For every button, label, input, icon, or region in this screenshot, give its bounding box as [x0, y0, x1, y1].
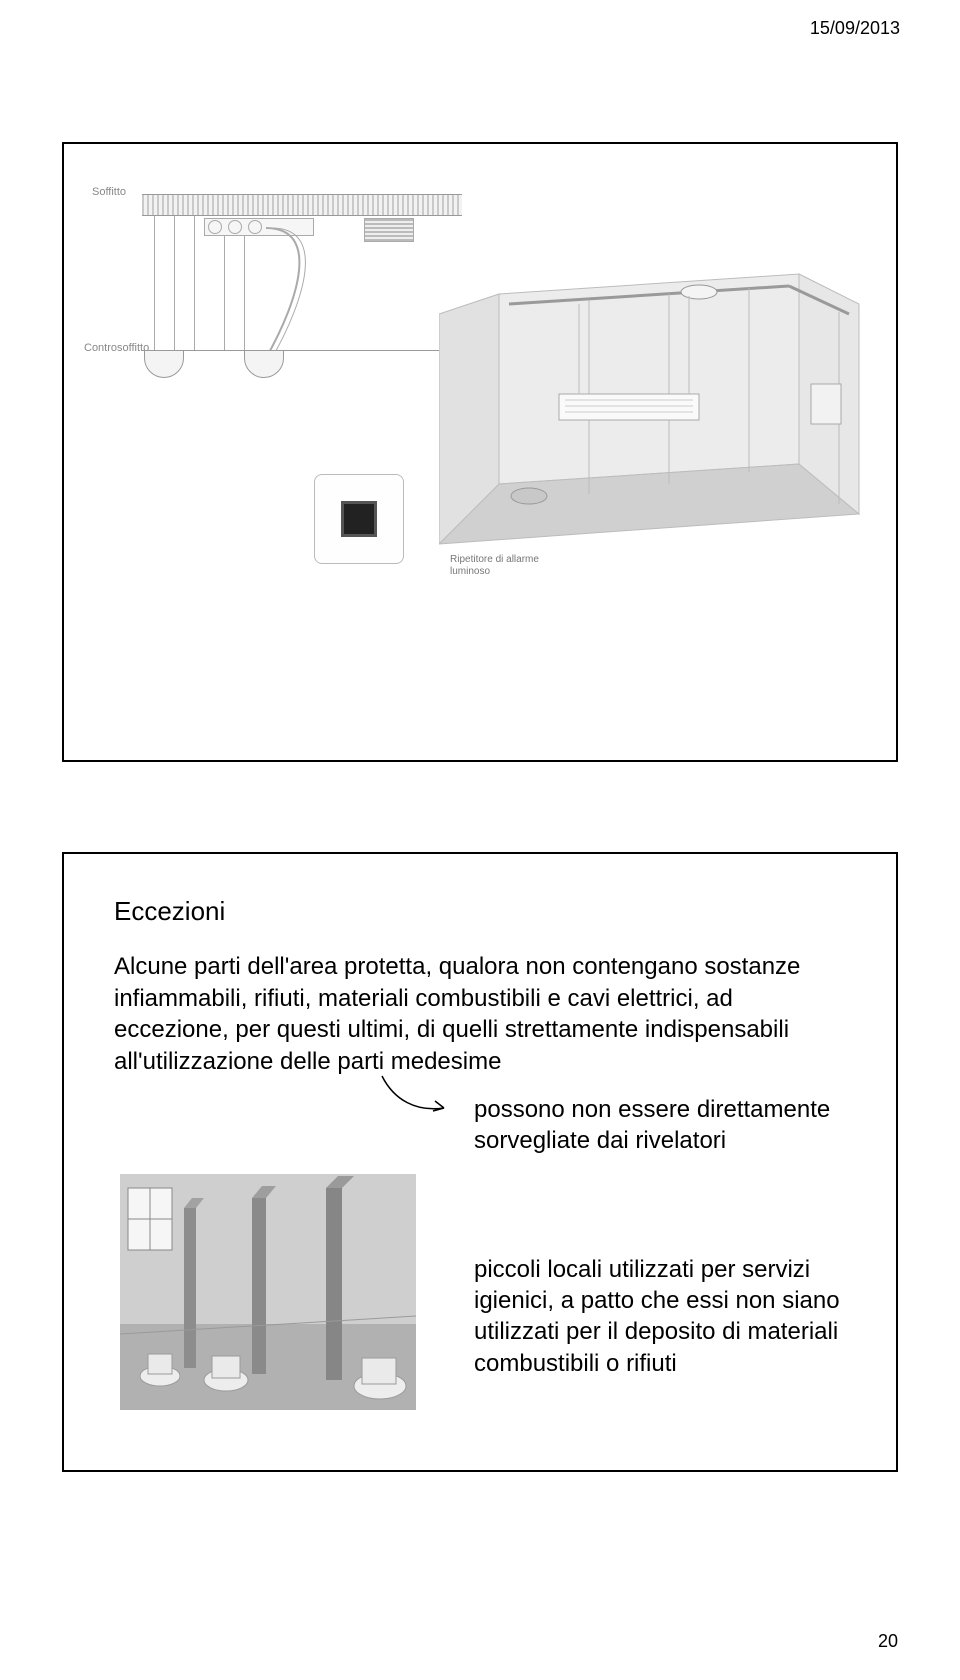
hanging-wire [244, 236, 245, 350]
slide-2-frame: Eccezioni Alcune parti dell'area protett… [62, 852, 898, 1472]
hanging-wire [154, 216, 155, 350]
alarm-repeater-panel [314, 474, 404, 564]
alarm-repeater-screen [341, 501, 377, 537]
controsoffitto-line [142, 350, 462, 351]
hanging-wire [194, 216, 195, 350]
slide-1-content: Soffitto Controsoffitto [64, 144, 896, 760]
hanging-wire [224, 236, 225, 350]
slide-2-right-text: possono non essere direttamente sorvegli… [474, 1094, 844, 1156]
cable-curve [260, 218, 400, 368]
smoke-detector-icon [244, 350, 284, 378]
conduit-box [208, 220, 222, 234]
room-3d-view [439, 254, 869, 554]
bathroom-photo [120, 1174, 416, 1410]
label-controsoffitto: Controsoffitto [84, 342, 149, 354]
technical-diagram: Soffitto Controsoffitto [84, 174, 880, 734]
label-ripetitore: Ripetitore di allarme luminoso [450, 554, 550, 578]
slide-2-body: Alcune parti dell'area protetta, qualora… [114, 951, 844, 1078]
slide-1-frame: Soffitto Controsoffitto [62, 142, 898, 762]
ceiling-strip [142, 194, 462, 216]
slide-2-bottom-text: piccoli locali utilizzati per servizi ig… [474, 1254, 854, 1379]
label-soffitto: Soffitto [92, 186, 126, 198]
curved-arrow-icon [376, 1072, 456, 1122]
page-number: 20 [878, 1631, 898, 1652]
slide-2-title: Eccezioni [114, 896, 846, 927]
smoke-detector-icon [144, 350, 184, 378]
slide-2-content: Eccezioni Alcune parti dell'area protett… [64, 854, 896, 1470]
hanging-wire [174, 216, 175, 350]
header-date: 15/09/2013 [810, 18, 900, 39]
conduit-box [228, 220, 242, 234]
